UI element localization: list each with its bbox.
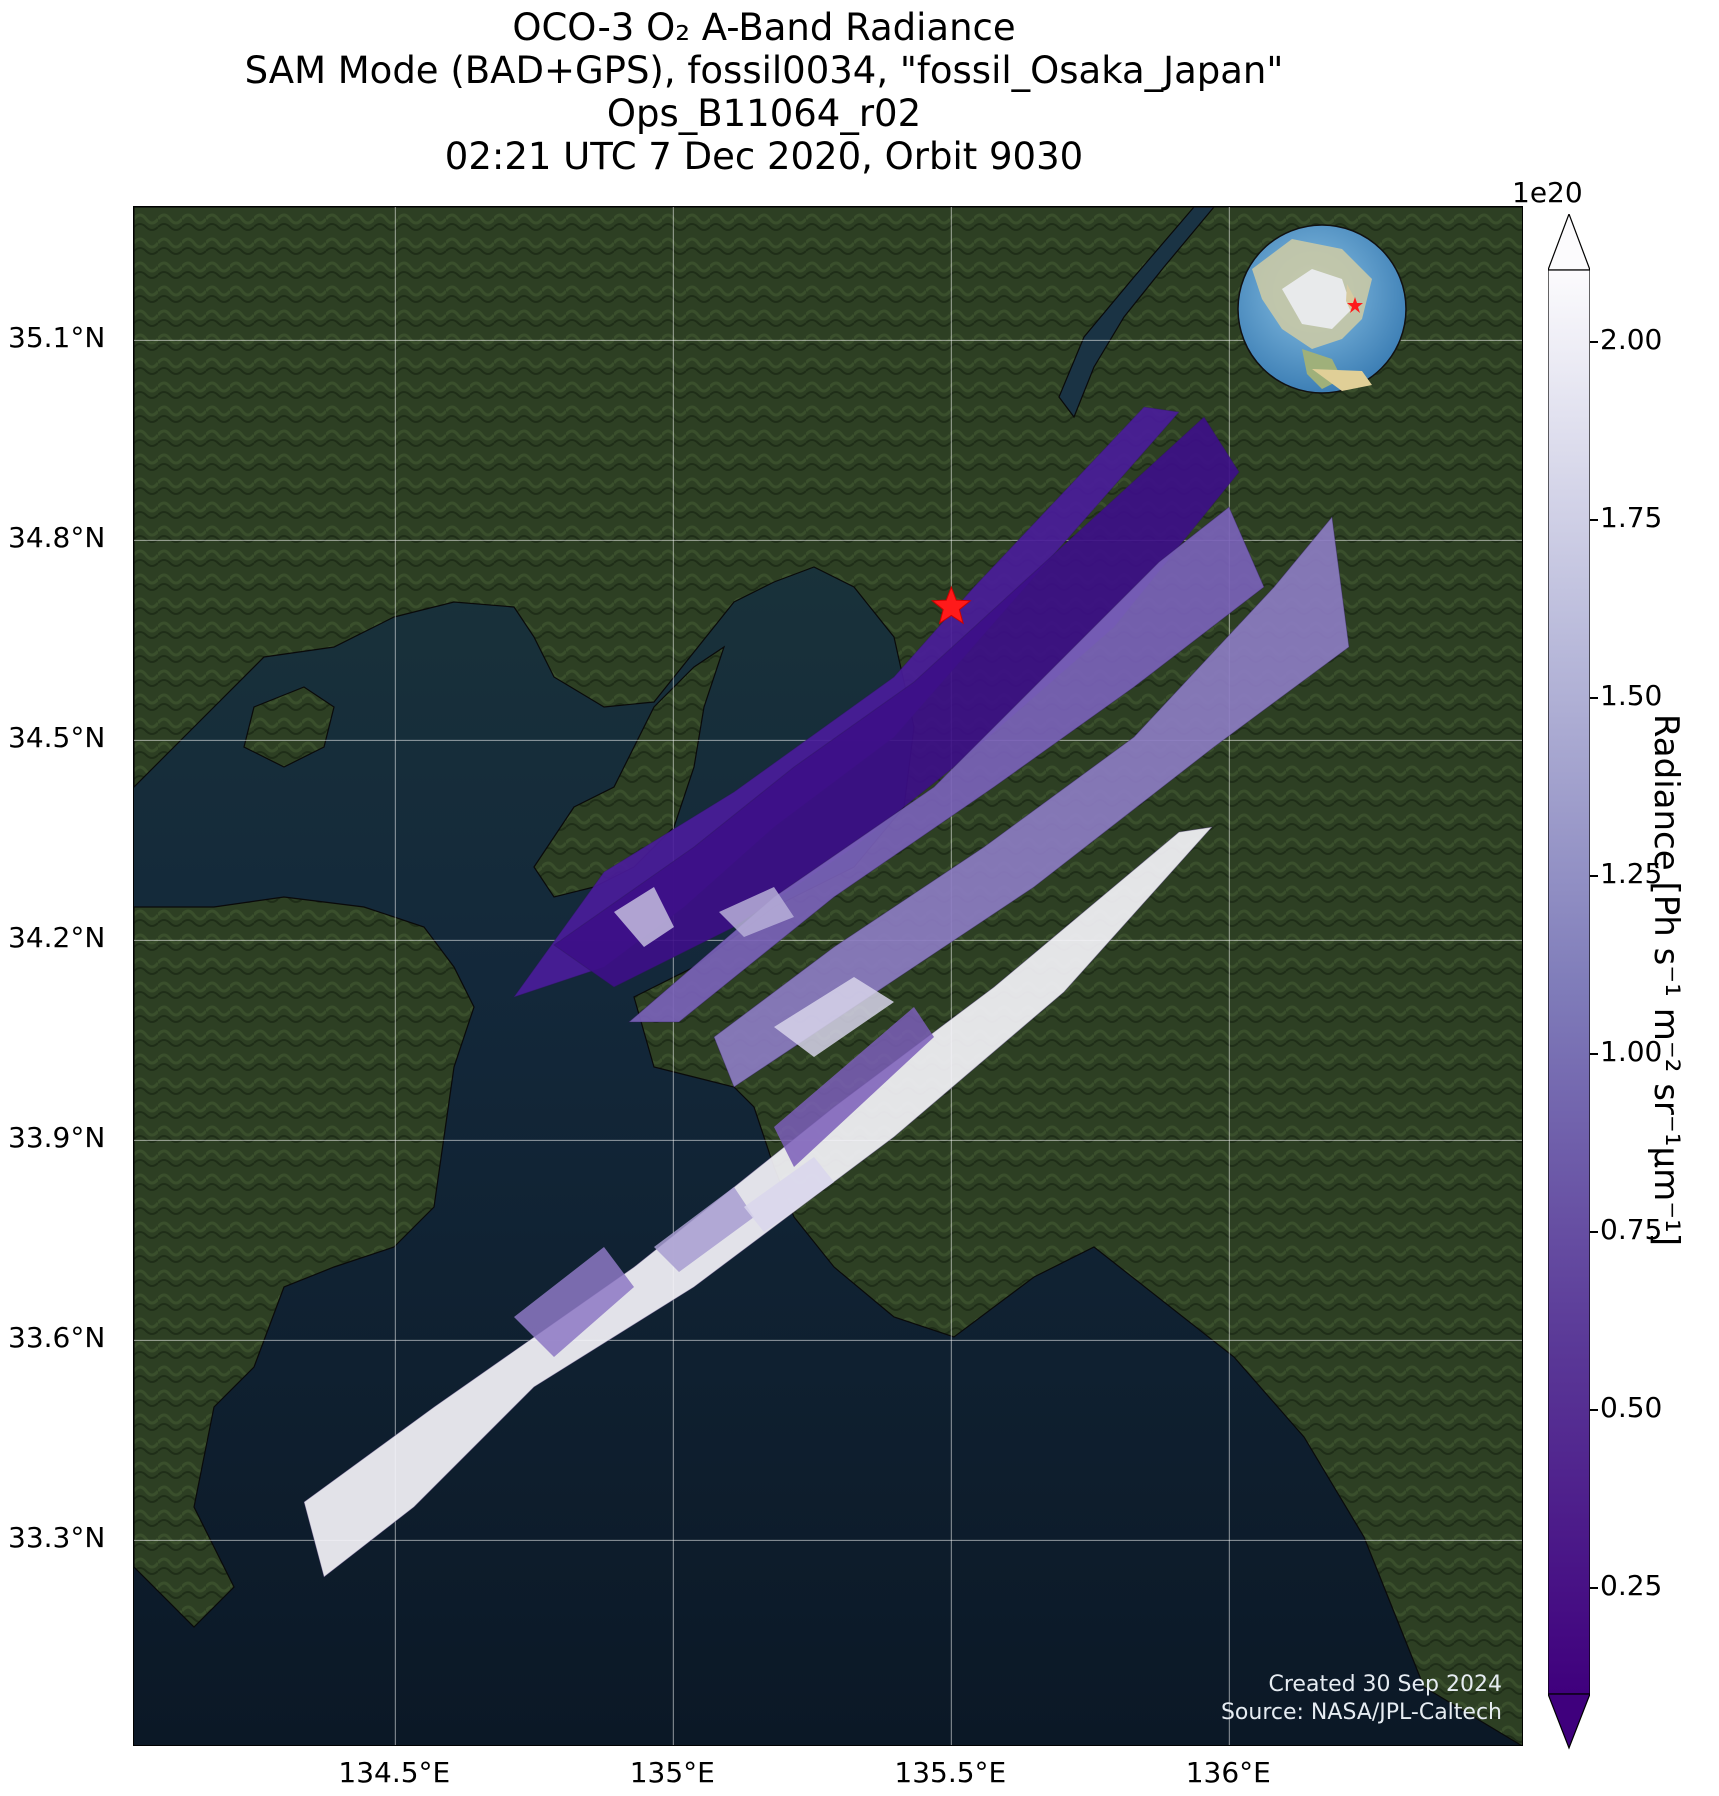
- lat-tick-label: 33.6°N: [8, 1321, 106, 1355]
- colorbar-tick-label: 0.50: [1600, 1391, 1663, 1425]
- title-line-4: 02:21 UTC 7 Dec 2020, Orbit 9030: [444, 135, 1084, 178]
- colorbar-tick-label: 0.25: [1600, 1569, 1663, 1603]
- chart-title: OCO-3 O₂ A-Band Radiance SAM Mode (BAD+G…: [0, 6, 1528, 178]
- colorbar-tick-label: 1.50: [1600, 679, 1663, 713]
- colorbar-tick: [1590, 1587, 1598, 1589]
- colorbar-tick: [1590, 341, 1598, 343]
- credit-line-1: Created 30 Sep 2024: [1268, 1672, 1503, 1697]
- colorbar-ramp: [1547, 269, 1591, 1695]
- land-shodoshima: [243, 686, 335, 768]
- colorbar-label: Radiance [Ph s⁻¹ m⁻² sr⁻¹μm⁻¹]: [1646, 713, 1686, 1247]
- credit-text: Created 30 Sep 2024 Source: NASA/JPL-Cal…: [1221, 1671, 1502, 1727]
- swath-layer: [303, 406, 1350, 1578]
- colorbar-tick: [1590, 1409, 1598, 1411]
- map-canvas[interactable]: [134, 207, 1523, 1746]
- swath-3-bright-patch: [774, 977, 894, 1057]
- lon-tick-label: 134.5°E: [338, 1756, 451, 1789]
- colorbar: [1547, 212, 1591, 1750]
- swath-4-land-patch: [774, 1007, 934, 1167]
- colorbar-extend-min: [1547, 1693, 1591, 1750]
- colorbar-tick: [1590, 519, 1598, 521]
- colorbar-tick-label: 1.25: [1600, 857, 1663, 891]
- map-panel[interactable]: Created 30 Sep 2024 Source: NASA/JPL-Cal…: [133, 206, 1523, 1746]
- globe-inset-icon: [1237, 224, 1407, 394]
- lat-tick-label: 35.1°N: [8, 321, 106, 355]
- title-line-2: SAM Mode (BAD+GPS), fossil0034, "fossil_…: [244, 49, 1284, 92]
- lat-tick-label: 34.8°N: [8, 521, 106, 555]
- colorbar-tick: [1590, 1053, 1598, 1055]
- target-star-icon: [930, 585, 972, 625]
- colorbar-tick: [1590, 1231, 1598, 1233]
- colorbar-multiplier: 1e20: [1512, 176, 1583, 209]
- land-shikoku: [134, 896, 475, 1628]
- title-line-1: OCO-3 O₂ A-Band Radiance: [512, 6, 1016, 49]
- swath-3: [627, 506, 1265, 1023]
- colorbar-tick: [1590, 697, 1598, 699]
- lon-tick-label: 136°E: [1185, 1756, 1271, 1789]
- lon-tick-label: 135°E: [629, 1756, 715, 1789]
- credit-line-2: Source: NASA/JPL-Caltech: [1220, 1700, 1502, 1725]
- marker-layer: [930, 585, 972, 625]
- colorbar-tick-label: 0.75: [1600, 1213, 1663, 1247]
- colorbar-tick: [1590, 875, 1598, 877]
- globe-star-icon: [1347, 297, 1363, 313]
- lake-biwa: [1058, 207, 1215, 419]
- colorbar-tick-label: 2.00: [1600, 323, 1663, 357]
- lat-tick-label: 34.2°N: [8, 921, 106, 955]
- swath-1-bright-patch: [614, 887, 674, 947]
- colorbar-tick-label: 1.00: [1600, 1035, 1663, 1069]
- lat-tick-label: 34.5°N: [8, 721, 106, 755]
- swath-5-purple-patch: [514, 1247, 634, 1357]
- lon-tick-label: 135.5°E: [894, 1756, 1007, 1789]
- title-line-3: Ops_B11064_r02: [606, 92, 922, 135]
- swath-5-light-patch: [744, 1157, 834, 1232]
- lat-tick-label: 33.3°N: [8, 1521, 106, 1555]
- swath-5-lavender-patch: [654, 1187, 754, 1272]
- colorbar-extend-max: [1547, 212, 1591, 271]
- swath-2-bright-patch: [719, 887, 794, 937]
- colorbar-tick-label: 1.75: [1600, 501, 1663, 535]
- lat-tick-label: 33.9°N: [8, 1121, 106, 1155]
